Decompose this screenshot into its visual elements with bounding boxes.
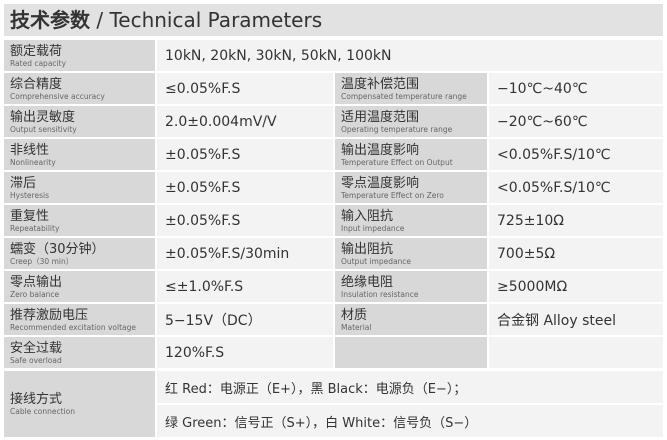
param-label: 综合精度 Comprehensive accuracy xyxy=(4,73,155,104)
param-value-2: 合金钢 Alloy steel xyxy=(489,304,663,335)
param-label-2: 适用温度范围 Operating temperature range xyxy=(335,106,487,137)
param-value-2: 725±10Ω xyxy=(489,205,663,236)
param-label: 非线性 Nonlinearity xyxy=(4,139,155,170)
param-label: 安全过载 Safe overload xyxy=(4,337,155,368)
param-value: ≤0.05%F.S xyxy=(157,73,333,104)
param-label-2: 输出温度影响 Temperature Effect on Output xyxy=(335,139,487,170)
param-label: 重复性 Repeatability xyxy=(4,205,155,236)
param-label-2: 零点温度影响 Temperature Effect on Zero xyxy=(335,172,487,203)
param-value-2: −20℃~60℃ xyxy=(489,106,663,137)
param-value: ±0.05%F.S/30min xyxy=(157,238,333,269)
param-value: ±0.05%F.S xyxy=(157,205,333,236)
param-label: 零点输出 Zero balance xyxy=(4,271,155,302)
param-label-2: 输出阻抗 Output impedance xyxy=(335,238,487,269)
param-label: 输出灵敏度 Output sensitivity xyxy=(4,106,155,137)
param-value: ±0.05%F.S xyxy=(157,139,333,170)
param-value-2: <0.05%F.S/10℃ xyxy=(489,139,663,170)
param-label-2: 温度补偿范围 Compensated temperature range xyxy=(335,73,487,104)
param-label-2 xyxy=(335,337,487,368)
cable-line-2: 绿 Green：信号正（S+），白 White：信号负（S−） xyxy=(157,405,663,437)
param-value-2 xyxy=(489,337,663,368)
param-value: ±0.05%F.S xyxy=(157,172,333,203)
param-label-2: 材质 Material xyxy=(335,304,487,335)
param-value-2: 700±5Ω xyxy=(489,238,663,269)
param-value: ≤±1.0%F.S xyxy=(157,271,333,302)
section-title: 技术参数 / Technical Parameters xyxy=(4,4,663,36)
param-value-2: −10℃~40℃ xyxy=(489,73,663,104)
param-label-2: 输入阻抗 Input impedance xyxy=(335,205,487,236)
param-value: 10kN, 20kN, 30kN, 50kN, 100kN xyxy=(157,40,663,71)
param-label-2: 绝缘电阻 Insulation resistance xyxy=(335,271,487,302)
label-cable-connection: 接线方式 Cable connection xyxy=(4,371,155,437)
cable-line-1: 红 Red：电源正（E+），黑 Black：电源负（E−）； xyxy=(157,371,663,403)
param-value: 2.0±0.004mV/V xyxy=(157,106,333,137)
param-label: 额定载荷 Rated capacity xyxy=(4,40,155,71)
param-value-2: ≥5000MΩ xyxy=(489,271,663,302)
param-label: 推荐激励电压 Recommended excitation voltage xyxy=(4,304,155,335)
param-label: 滞后 Hysteresis xyxy=(4,172,155,203)
param-value: 120%F.S xyxy=(157,337,333,368)
param-value: 5−15V（DC） xyxy=(157,304,333,335)
param-value-2: <0.05%F.S/10℃ xyxy=(489,172,663,203)
param-label: 蠕变（30分钟） Creep（30 min） xyxy=(4,238,155,269)
